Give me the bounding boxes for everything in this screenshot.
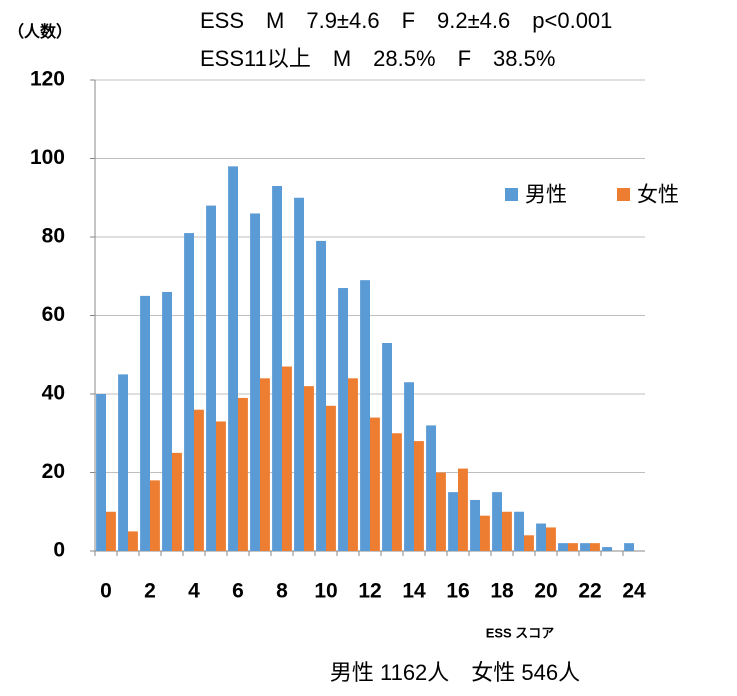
bar — [150, 480, 160, 551]
bar — [558, 543, 568, 551]
bar — [140, 295, 150, 551]
bar — [128, 531, 138, 551]
bar — [282, 366, 292, 551]
y-tick-label: 120 — [30, 68, 65, 91]
y-tick-label: 60 — [42, 303, 65, 326]
x-tick-label: 2 — [144, 580, 156, 603]
bar — [524, 535, 534, 551]
bar — [360, 280, 370, 551]
bar — [250, 213, 260, 551]
x-tick-label: 10 — [314, 580, 337, 603]
bar — [338, 288, 348, 551]
y-axis-label: （人数） — [8, 22, 72, 41]
bar — [458, 468, 468, 551]
bar — [260, 378, 270, 551]
y-tick-label: 20 — [42, 460, 65, 483]
x-tick-label: 20 — [534, 580, 557, 603]
x-tick-label: 0 — [100, 580, 112, 603]
bar — [162, 291, 172, 551]
bar — [382, 342, 392, 551]
bar — [392, 433, 402, 551]
bar — [514, 511, 524, 551]
x-tick-label: 4 — [188, 580, 200, 603]
bar — [304, 386, 314, 551]
note: 男性 1162人 女性 546人 — [330, 660, 580, 685]
x-axis-label: ESS スコア — [486, 625, 555, 640]
bar — [206, 205, 216, 551]
bar — [580, 543, 590, 551]
bar — [326, 405, 336, 551]
x-tick-label: 6 — [232, 580, 244, 603]
bar — [216, 421, 226, 551]
legend-label: 男性 — [525, 184, 567, 207]
bar — [448, 492, 458, 551]
bar — [426, 425, 436, 551]
annotation: ESS M 7.9±4.6 F 9.2±4.6 p<0.001 — [200, 8, 612, 33]
x-tick-label: 12 — [358, 580, 381, 603]
y-tick-label: 40 — [42, 382, 65, 405]
bar — [414, 441, 424, 551]
bar — [238, 397, 248, 551]
annotation: ESS11以上 M 28.5% F 38.5% — [200, 46, 555, 71]
bar — [546, 527, 556, 551]
bar — [106, 511, 116, 551]
y-tick-label: 100 — [30, 146, 65, 169]
bar — [118, 374, 128, 551]
bar — [294, 197, 304, 551]
bar — [602, 547, 612, 551]
bar — [470, 499, 480, 551]
bar — [172, 452, 182, 551]
bar — [492, 492, 502, 551]
x-tick-label: 8 — [276, 580, 288, 603]
bar — [480, 515, 490, 551]
y-tick-label: 80 — [42, 225, 65, 248]
bar — [568, 543, 578, 551]
bar — [184, 233, 194, 551]
bar — [404, 382, 414, 551]
legend-swatch — [617, 188, 630, 201]
legend-swatch — [505, 188, 518, 201]
bar — [502, 511, 512, 551]
bar — [624, 543, 634, 551]
legend-label: 女性 — [637, 184, 679, 207]
y-tick-label: 0 — [53, 539, 65, 562]
x-tick-label: 14 — [402, 580, 426, 603]
bar — [436, 472, 446, 551]
x-tick-label: 16 — [446, 580, 469, 603]
bar — [370, 417, 380, 551]
bar — [228, 166, 238, 551]
x-tick-label: 18 — [490, 580, 514, 603]
bar — [194, 409, 204, 551]
bar — [536, 523, 546, 551]
x-tick-label: 24 — [622, 580, 646, 603]
bar — [96, 394, 106, 551]
bar — [348, 378, 358, 551]
bar — [590, 543, 600, 551]
bar — [316, 240, 326, 552]
bar — [272, 185, 282, 551]
x-tick-label: 22 — [578, 580, 601, 603]
